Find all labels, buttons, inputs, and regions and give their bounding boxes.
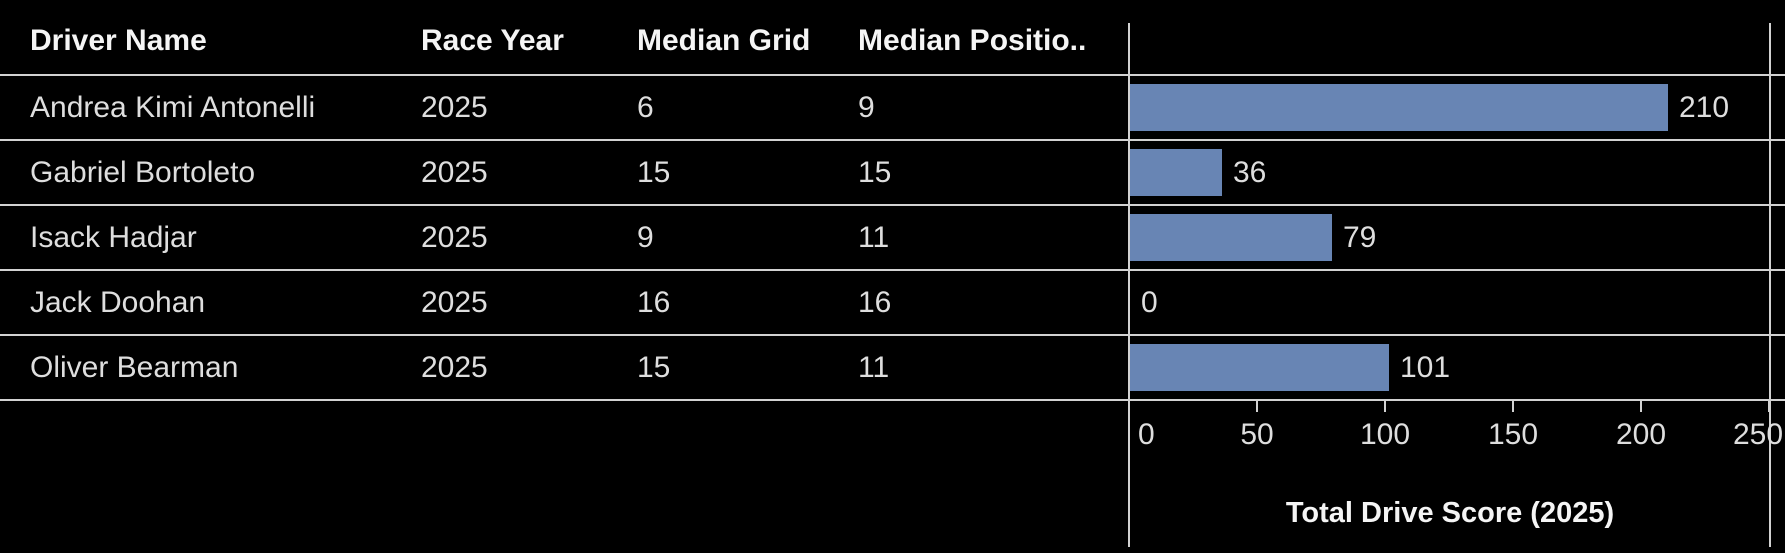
column-header-median-grid[interactable]: Median Grid [637,24,811,57]
driver-name-cell[interactable]: Andrea Kimi Antonelli [30,90,316,124]
score-bar-cell[interactable]: 210 [1130,76,1785,139]
score-bar-label: 210 [1679,90,1730,124]
median-position-cell[interactable]: 11 [858,350,890,384]
x-axis-line [0,399,1785,401]
table-body: Andrea Kimi Antonelli 2025 6 9 210 Gabri… [0,74,1785,399]
table-header: Driver Name Race Year Median Grid Median… [0,0,1785,74]
x-axis-tick [1256,401,1258,412]
median-position-cell[interactable]: 11 [858,220,890,254]
median-grid-cell[interactable]: 16 [637,285,671,319]
column-header-race-year[interactable]: Race Year [421,24,564,57]
x-axis-title: Total Drive Score (2025) [1285,497,1615,529]
table-row[interactable]: Gabriel Bortoleto 2025 15 15 36 [0,139,1785,204]
median-position-cell[interactable]: 15 [858,155,892,189]
column-header-median-position[interactable]: Median Positio.. [858,24,1087,57]
x-axis-tick-label: 50 [1240,418,1274,451]
race-year-cell[interactable]: 2025 [421,220,488,254]
median-position-cell[interactable]: 16 [858,285,892,319]
race-year-cell[interactable]: 2025 [421,155,488,189]
x-axis-tick-label: 200 [1615,418,1667,451]
score-bar-label: 101 [1400,350,1451,384]
race-year-cell[interactable]: 2025 [421,285,488,319]
race-year-cell[interactable]: 2025 [421,90,488,124]
median-position-cell[interactable]: 9 [858,90,875,124]
score-bar-cell[interactable]: 0 [1130,271,1785,334]
score-bar[interactable] [1130,344,1389,391]
driver-name-cell[interactable]: Isack Hadjar [30,220,197,254]
x-axis-tick [1640,401,1642,412]
median-grid-cell[interactable]: 15 [637,350,671,384]
chart-pane-right-border [1769,23,1771,547]
x-axis-tick-label: 250 [1732,418,1784,451]
table-row[interactable]: Isack Hadjar 2025 9 11 79 [0,204,1785,269]
score-bar-label: 0 [1141,285,1158,319]
score-bar[interactable] [1130,84,1668,131]
driver-name-cell[interactable]: Jack Doohan [30,285,206,319]
x-axis-tick [1768,401,1770,412]
score-bar-label: 79 [1343,220,1377,254]
table-row[interactable]: Oliver Bearman 2025 15 11 101 [0,334,1785,399]
table-row[interactable]: Andrea Kimi Antonelli 2025 6 9 210 [0,74,1785,139]
x-axis-tick-label: 100 [1359,418,1411,451]
median-grid-cell[interactable]: 6 [637,90,654,124]
score-bar[interactable] [1130,149,1222,196]
chart-pane-left-border [1128,23,1130,547]
score-bar-cell[interactable]: 101 [1130,336,1785,399]
score-bar[interactable] [1130,214,1332,261]
median-grid-cell[interactable]: 15 [637,155,671,189]
x-axis-tick-label: 0 [1138,418,1155,451]
driver-name-cell[interactable]: Gabriel Bortoleto [30,155,256,189]
score-bar-cell[interactable]: 79 [1130,206,1785,269]
median-grid-cell[interactable]: 9 [637,220,654,254]
score-bar-label: 36 [1233,155,1267,189]
score-bar-cell[interactable]: 36 [1130,141,1785,204]
driver-name-cell[interactable]: Oliver Bearman [30,350,239,384]
x-axis-tick-label: 150 [1487,418,1539,451]
table-row[interactable]: Jack Doohan 2025 16 16 0 [0,269,1785,334]
race-year-cell[interactable]: 2025 [421,350,488,384]
x-axis-tick [1512,401,1514,412]
x-axis-tick [1384,401,1386,412]
column-header-driver-name[interactable]: Driver Name [30,24,207,57]
